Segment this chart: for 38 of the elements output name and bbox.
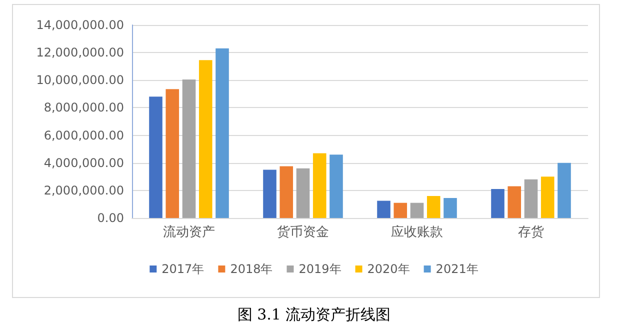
bar <box>182 79 196 218</box>
bar <box>166 89 180 218</box>
y-tick-label: 8,000,000.00 <box>44 100 124 115</box>
legend-label: 2017年 <box>162 262 204 276</box>
bar <box>558 162 571 218</box>
bar <box>149 96 162 218</box>
legend-label: 2019年 <box>298 262 342 276</box>
x-tick-label: 货币资金 <box>277 225 329 240</box>
bar <box>377 200 390 218</box>
bar <box>394 202 408 218</box>
legend-label: 2021年 <box>436 262 478 276</box>
bar <box>540 176 554 218</box>
x-tick-label: 流动资产 <box>163 224 215 240</box>
legend-label: 2020年 <box>367 262 410 276</box>
bar <box>524 179 538 218</box>
bar <box>330 154 343 218</box>
y-tick-label: 0.00 <box>97 211 124 225</box>
bar <box>444 198 457 218</box>
bar <box>280 166 294 218</box>
bar <box>296 168 310 218</box>
bar <box>216 48 229 218</box>
bar <box>263 170 276 218</box>
bar <box>491 189 504 218</box>
y-tick-label: 12,000,000.00 <box>36 46 124 60</box>
bar <box>508 186 522 218</box>
y-tick-label: 4,000,000.00 <box>44 156 124 170</box>
legend-label: 2018年 <box>230 262 273 276</box>
bar <box>312 153 326 218</box>
y-tick-label: 10,000,000.00 <box>36 73 124 88</box>
bar <box>426 196 440 218</box>
y-tick-label: 2,000,000.00 <box>44 183 124 198</box>
x-tick-label: 应收账款 <box>391 224 443 240</box>
y-tick-label: 14,000,000.00 <box>36 18 124 32</box>
bar <box>198 60 212 218</box>
x-tick-label: 存货 <box>518 225 544 240</box>
text: 图 3.1 流动资产折线图 <box>237 306 391 324</box>
y-tick-label: 6,000,000.00 <box>44 128 124 142</box>
bar <box>410 202 424 218</box>
